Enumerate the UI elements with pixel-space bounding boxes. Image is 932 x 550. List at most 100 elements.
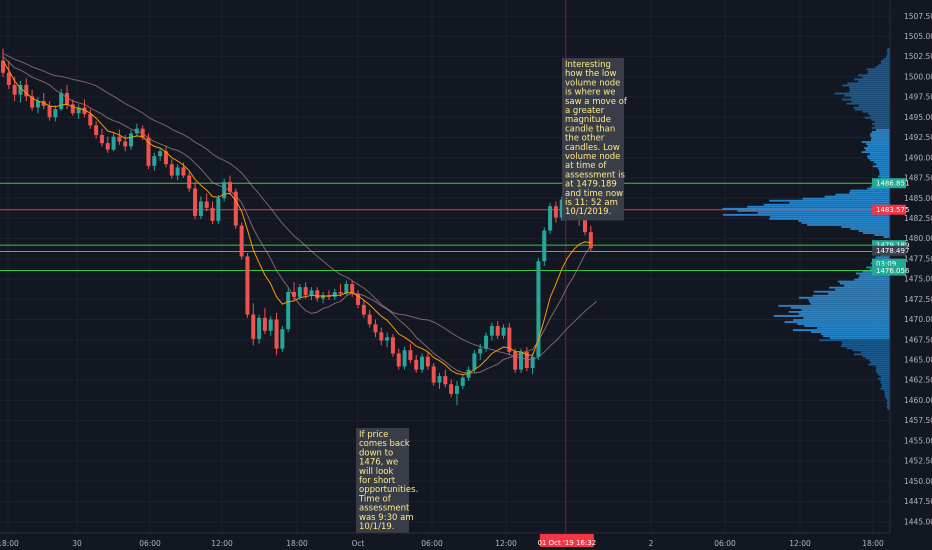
candle bbox=[163, 145, 168, 168]
y-tick-label: 1470.000 bbox=[904, 315, 932, 324]
candle bbox=[47, 101, 52, 121]
profile-bar bbox=[887, 52, 890, 54]
candle-body bbox=[542, 230, 547, 262]
candle-body bbox=[94, 125, 99, 136]
profile-bar bbox=[881, 385, 890, 388]
profile-bar bbox=[867, 157, 890, 160]
profile-bar bbox=[886, 397, 890, 400]
candle-body bbox=[507, 327, 512, 352]
candle bbox=[222, 178, 227, 202]
candle-body bbox=[140, 128, 145, 138]
profile-bar bbox=[877, 373, 890, 376]
candle bbox=[169, 159, 174, 179]
candle-body bbox=[297, 287, 302, 297]
candle bbox=[88, 109, 93, 129]
profile-bar bbox=[887, 399, 890, 402]
ma-mid-line bbox=[2, 56, 592, 374]
profile-bar bbox=[862, 232, 890, 234]
candle-body bbox=[548, 206, 553, 231]
profile-bar bbox=[789, 201, 890, 204]
price-tag: 03:09 bbox=[872, 258, 906, 269]
profile-bar bbox=[883, 58, 890, 61]
candle bbox=[449, 379, 454, 398]
candle bbox=[303, 282, 308, 299]
candle-body bbox=[454, 385, 459, 394]
y-tick-label: 1480.000 bbox=[904, 234, 932, 243]
y-tick-label: 1452.500 bbox=[904, 457, 932, 466]
profile-bar bbox=[847, 82, 890, 85]
candle bbox=[321, 291, 326, 304]
profile-bar bbox=[778, 304, 890, 307]
y-tick-label: 1450.000 bbox=[904, 477, 932, 486]
candle-body bbox=[553, 206, 558, 218]
profile-bar bbox=[880, 379, 890, 382]
profile-bar bbox=[884, 391, 890, 394]
y-tick-label: 1477.500 bbox=[904, 254, 932, 263]
y-tick-label: 1445.000 bbox=[904, 517, 932, 526]
candle bbox=[454, 380, 459, 406]
profile-bar bbox=[850, 189, 890, 192]
candle-body bbox=[460, 377, 465, 386]
candle bbox=[588, 225, 593, 252]
profile-bar bbox=[887, 404, 890, 406]
profile-bar bbox=[854, 78, 890, 81]
profile-bar bbox=[867, 155, 890, 158]
candle bbox=[332, 288, 337, 301]
candle-body bbox=[18, 84, 23, 95]
price-tag-box bbox=[872, 245, 906, 256]
candle bbox=[373, 319, 378, 338]
candle-body bbox=[268, 319, 273, 331]
profile-bar bbox=[838, 280, 890, 283]
candle-body bbox=[257, 317, 262, 339]
profile-bar bbox=[874, 120, 890, 123]
y-tick-label: 1465.000 bbox=[904, 356, 932, 365]
candle-body bbox=[425, 356, 430, 367]
ma-slow-line bbox=[2, 52, 598, 361]
candle-body bbox=[280, 329, 285, 349]
profile-bar bbox=[849, 88, 890, 91]
price-tag-label: 1478.497 bbox=[876, 247, 909, 255]
profile-bar bbox=[865, 149, 890, 152]
candle-body bbox=[274, 319, 279, 349]
annotation-callout: If price comes back down to 1476, we will lo… bbox=[356, 428, 418, 536]
candle bbox=[361, 300, 366, 318]
candle-body bbox=[408, 350, 413, 360]
price-tag-label: 1479.189 bbox=[876, 242, 909, 250]
candle-body bbox=[111, 136, 116, 150]
profile-bar bbox=[884, 389, 890, 392]
candle bbox=[414, 355, 419, 373]
profile-bar bbox=[841, 226, 890, 228]
x-tick-label: Oct bbox=[352, 539, 365, 548]
profile-bar bbox=[864, 116, 890, 119]
profile-bar bbox=[876, 367, 890, 370]
candle bbox=[152, 152, 157, 171]
candle-body bbox=[204, 201, 209, 208]
candle bbox=[274, 313, 279, 356]
candle-body bbox=[332, 291, 337, 297]
crosshair-time-box bbox=[539, 534, 594, 547]
profile-bar bbox=[803, 317, 890, 319]
profile-bar bbox=[869, 359, 890, 362]
candle bbox=[402, 346, 407, 370]
profile-bar bbox=[763, 203, 890, 206]
candle bbox=[204, 193, 209, 212]
profile-bar bbox=[870, 139, 890, 141]
profile-bar bbox=[802, 197, 890, 200]
candle-body bbox=[559, 199, 564, 218]
candle-body bbox=[105, 143, 110, 150]
profile-bar bbox=[880, 62, 890, 65]
profile-bar bbox=[870, 114, 890, 117]
candle bbox=[59, 88, 64, 111]
candle-body bbox=[402, 350, 407, 367]
profile-bar bbox=[769, 217, 890, 220]
candle bbox=[140, 125, 145, 140]
price-tag: 1486.851 bbox=[872, 178, 909, 189]
profile-bar bbox=[858, 104, 890, 107]
candle-body bbox=[123, 141, 128, 147]
profile-bar bbox=[851, 100, 890, 103]
ma-fast-line bbox=[2, 60, 591, 376]
profile-bar bbox=[858, 276, 890, 279]
candle-body bbox=[303, 287, 308, 296]
candle bbox=[536, 258, 541, 360]
